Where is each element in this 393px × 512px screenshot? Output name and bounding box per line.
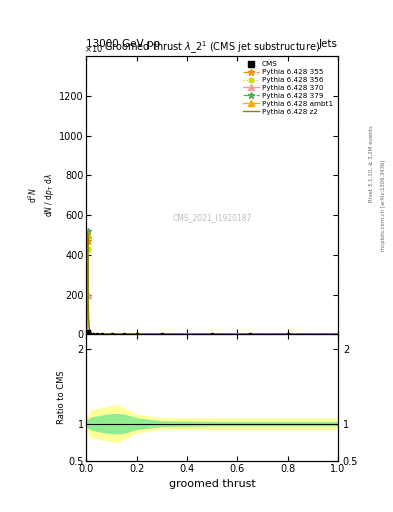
Text: mcplots.cern.ch [arXiv:1306.3436]: mcplots.cern.ch [arXiv:1306.3436] (381, 159, 386, 250)
Text: CMS_2021_I1920187: CMS_2021_I1920187 (173, 213, 252, 222)
Legend: CMS, Pythia 6.428 355, Pythia 6.428 356, Pythia 6.428 370, Pythia 6.428 379, Pyt: CMS, Pythia 6.428 355, Pythia 6.428 356,… (242, 60, 334, 116)
X-axis label: groomed thrust: groomed thrust (169, 479, 255, 489)
Title: Groomed thrust $\lambda\_2^1$ (CMS jet substructure): Groomed thrust $\lambda\_2^1$ (CMS jet s… (104, 40, 320, 56)
Text: 13000 GeV pp: 13000 GeV pp (86, 38, 161, 49)
Text: Jets: Jets (319, 38, 338, 49)
Text: $\times 10$: $\times 10$ (84, 42, 103, 54)
Text: Rivet 3.1.10, ≥ 3.2M events: Rivet 3.1.10, ≥ 3.2M events (369, 125, 374, 202)
Y-axis label: Ratio to CMS: Ratio to CMS (57, 371, 66, 424)
Y-axis label: $\mathrm{d}^2 N$
$\mathrm{d} N$ / $\mathrm{d} p_\mathrm{T}$ $\mathrm{d} \lambda$: $\mathrm{d}^2 N$ $\mathrm{d} N$ / $\math… (26, 173, 56, 218)
